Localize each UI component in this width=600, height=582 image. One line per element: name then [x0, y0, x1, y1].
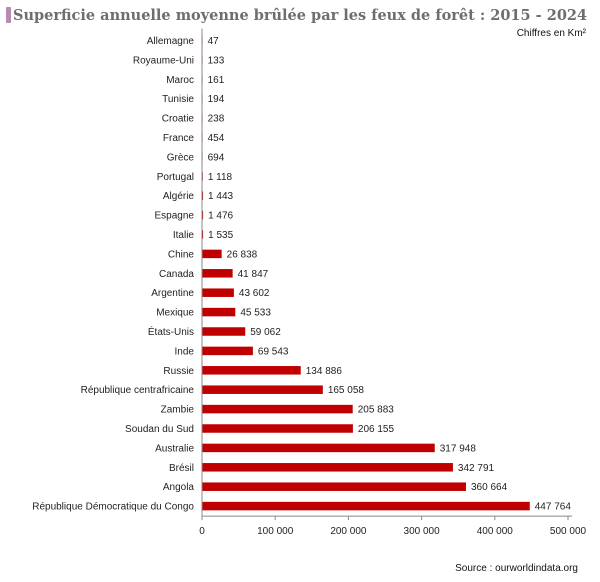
- value-label: 41 847: [238, 269, 269, 280]
- category-label: Grèce: [167, 152, 195, 163]
- category-label: Italie: [173, 230, 195, 241]
- value-label: 1 443: [208, 191, 233, 202]
- value-labels: 47 133 161 194 238 454 694 1 118 1 443 1 476 1 535…: [208, 36, 572, 513]
- value-label: 133: [208, 55, 225, 66]
- category-label: France: [163, 133, 195, 144]
- x-tick-label: 0: [199, 526, 205, 537]
- value-label: 1 476: [208, 211, 233, 222]
- title-accent-mark: [6, 7, 11, 23]
- value-label: 69 543: [258, 346, 289, 357]
- bar: [202, 424, 353, 433]
- category-label: Mexique: [156, 308, 194, 319]
- bar: [202, 191, 204, 200]
- bar: [202, 443, 435, 453]
- category-label: Chine: [168, 249, 195, 260]
- category-label: République centrafricaine: [81, 385, 195, 396]
- bar: [202, 210, 204, 220]
- value-label: 26 838: [227, 249, 258, 260]
- value-label: 45 533: [240, 308, 271, 319]
- value-label: 59 062: [250, 327, 281, 338]
- value-label: 206 155: [358, 424, 395, 435]
- category-label: Angola: [163, 482, 195, 493]
- bar: [202, 230, 204, 239]
- bar: [202, 288, 234, 297]
- value-label: 194: [208, 94, 225, 105]
- category-label: Soudan du Sud: [125, 424, 194, 435]
- x-tick-label: 100 000: [257, 526, 294, 537]
- category-label: Allemagne: [147, 36, 195, 47]
- category-label: Canada: [159, 269, 194, 280]
- category-label: République Démocratique du Congo: [32, 502, 194, 513]
- category-label: Russie: [163, 366, 194, 377]
- value-label: 317 948: [440, 443, 477, 454]
- x-tick-label: 500 000: [550, 526, 587, 537]
- chart-title: Superficie annuelle moyenne brûlée par l…: [13, 6, 588, 24]
- value-label: 47: [208, 36, 220, 47]
- bar: [202, 269, 233, 278]
- category-label: États-Unis: [148, 325, 194, 338]
- value-label: 447 764: [535, 502, 572, 513]
- category-label: Tunisie: [162, 94, 194, 105]
- category-label: Argentine: [151, 288, 194, 299]
- category-label: Brésil: [169, 463, 194, 474]
- title-block: Superficie annuelle moyenne brûlée par l…: [6, 4, 587, 26]
- source-note: Source : ourworldindata.org: [455, 563, 578, 574]
- value-label: 1 535: [208, 230, 233, 241]
- value-label: 134 886: [306, 366, 343, 377]
- bar: [202, 501, 530, 511]
- bar: [202, 366, 301, 375]
- category-labels: Allemagne Royaume-Uni Maroc Tunisie Croatie F…: [32, 36, 194, 513]
- bar: [202, 307, 236, 317]
- value-label: 43 602: [239, 288, 270, 299]
- value-label: 1 118: [208, 172, 233, 183]
- bar: [202, 385, 323, 394]
- category-label: Espagne: [155, 211, 195, 222]
- bars-group: [202, 36, 530, 511]
- category-label: Maroc: [166, 75, 194, 86]
- bar: [202, 482, 467, 491]
- x-tick-label: 400 000: [477, 526, 514, 537]
- value-label: 165 058: [328, 385, 365, 396]
- bar: [202, 249, 222, 259]
- category-label: Inde: [175, 346, 195, 357]
- value-label: 205 883: [358, 405, 395, 416]
- bar: [202, 404, 353, 414]
- x-tick-label: 200 000: [330, 526, 367, 537]
- bar: [202, 346, 253, 356]
- value-label: 161: [208, 75, 225, 86]
- value-label: 360 664: [471, 482, 508, 493]
- category-label: Royaume-Uni: [133, 55, 194, 66]
- bar: [202, 327, 246, 336]
- category-label: Portugal: [157, 172, 194, 183]
- category-label: Algérie: [163, 191, 195, 202]
- category-label: Croatie: [162, 114, 195, 125]
- value-label: 238: [208, 114, 225, 125]
- x-tick-label: 300 000: [404, 526, 441, 537]
- value-label: 694: [208, 152, 225, 163]
- x-axis-ticks: 0 100 000 200 000 300 000 400 000 500 000: [199, 516, 587, 537]
- bar: [202, 463, 453, 472]
- category-label: Zambie: [161, 405, 195, 416]
- units-note: Chiffres en Km²: [516, 28, 586, 39]
- value-label: 454: [208, 133, 225, 144]
- category-label: Australie: [155, 443, 194, 454]
- value-label: 342 791: [458, 463, 495, 474]
